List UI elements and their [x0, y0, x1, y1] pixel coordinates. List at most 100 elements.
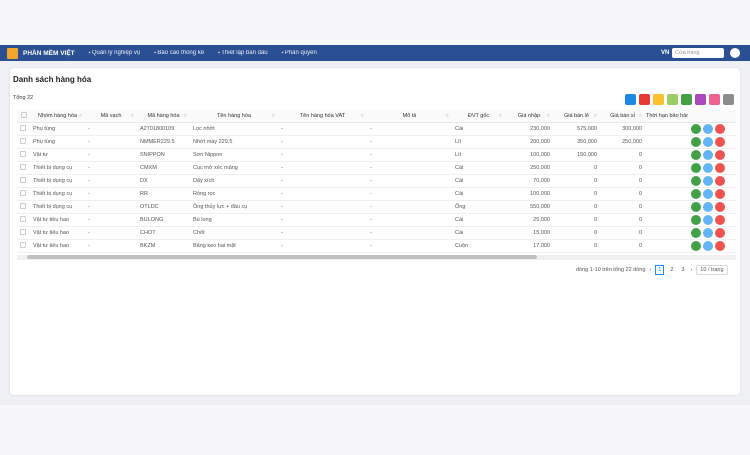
action-button[interactable] [691, 188, 701, 199]
tool-button[interactable] [639, 94, 650, 105]
cell: - [85, 187, 137, 201]
cell: Vật tư [30, 148, 85, 162]
next-page[interactable]: › [690, 267, 693, 273]
page-button[interactable]: 2 [670, 267, 674, 273]
checkbox[interactable] [20, 189, 26, 196]
menu-item[interactable]: Quản lý nghiệp vụ [89, 50, 140, 56]
action-button[interactable] [715, 240, 725, 251]
language[interactable]: VN [661, 50, 670, 56]
checkbox[interactable] [20, 111, 27, 118]
action-button[interactable] [691, 227, 701, 238]
action-button[interactable] [703, 162, 713, 173]
logo[interactable] [7, 47, 18, 59]
page-button[interactable]: 1 [655, 265, 665, 275]
checkbox[interactable] [20, 124, 26, 131]
tool-button[interactable] [723, 94, 734, 105]
checkbox[interactable] [20, 228, 26, 235]
checkbox[interactable] [20, 215, 26, 222]
header-cell: ĐVT gốc ⌕ [452, 110, 505, 123]
cell: BKZM [137, 239, 190, 253]
cell: - [367, 213, 452, 227]
cell: 0 [553, 161, 600, 175]
cell: 0 [600, 213, 645, 227]
action-button[interactable] [691, 175, 701, 186]
table-row: Vật tư - SNIPPON Sơn Nippon - - Lít 100,000 150,… [17, 148, 736, 162]
search-icon[interactable]: ⌕ [271, 112, 275, 119]
user-icon[interactable] [730, 48, 740, 58]
action-button[interactable] [703, 123, 713, 134]
search-icon[interactable]: ⌕ [498, 112, 502, 119]
search-icon[interactable]: ⌕ [445, 112, 449, 119]
action-button[interactable] [703, 136, 713, 147]
action-button[interactable] [691, 214, 701, 225]
action-button[interactable] [703, 227, 713, 238]
action-button[interactable] [715, 149, 725, 160]
cell [645, 135, 688, 149]
cell: - [278, 200, 367, 214]
action-button[interactable] [691, 240, 701, 251]
tool-button[interactable] [667, 94, 678, 105]
tool-button[interactable] [695, 94, 706, 105]
page-size[interactable]: 10 / trang [696, 265, 728, 275]
cell [17, 174, 30, 188]
menu-item[interactable]: Phân quyền [282, 50, 317, 56]
action-button[interactable] [703, 188, 713, 199]
cell [645, 213, 688, 227]
action-button[interactable] [691, 136, 701, 147]
action-button[interactable] [691, 123, 701, 134]
action-button[interactable] [715, 175, 725, 186]
cell: Vật tư tiêu hao [30, 213, 85, 227]
cell: - [367, 187, 452, 201]
checkbox[interactable] [20, 150, 26, 157]
prev-page[interactable]: ‹ [649, 267, 652, 273]
action-button[interactable] [715, 188, 725, 199]
search-icon[interactable]: ⌕ [360, 112, 364, 119]
store-input[interactable]: Cửa hàng [672, 48, 724, 58]
action-button[interactable] [691, 201, 701, 212]
cell: 25,000 [505, 213, 553, 227]
action-button[interactable] [715, 162, 725, 173]
scroll-thumb[interactable] [27, 255, 537, 259]
brand[interactable]: PHẦN MỀM VIỆT [23, 49, 75, 57]
cell: 575,000 [553, 122, 600, 136]
checkbox[interactable] [20, 137, 26, 144]
action-button[interactable] [715, 214, 725, 225]
search-icon[interactable]: ⌕ [78, 112, 82, 119]
checkbox[interactable] [20, 202, 26, 209]
tool-button[interactable] [653, 94, 664, 105]
action-button[interactable] [715, 136, 725, 147]
checkbox[interactable] [20, 176, 26, 183]
action-button[interactable] [703, 240, 713, 251]
scrollbar[interactable] [17, 255, 736, 260]
cell: 15,000 [505, 226, 553, 240]
search-icon[interactable]: ⌕ [183, 112, 187, 119]
checkbox[interactable] [20, 241, 26, 248]
menu-item[interactable]: Báo cáo thống kê [154, 50, 204, 56]
cell: Vật tư tiêu hao [30, 226, 85, 240]
tool-button[interactable] [709, 94, 720, 105]
cell: - [85, 174, 137, 188]
action-button[interactable] [703, 149, 713, 160]
search-icon[interactable]: ⌕ [593, 112, 597, 119]
action-button[interactable] [715, 201, 725, 212]
header-cell [688, 110, 736, 123]
cell: 0 [553, 213, 600, 227]
action-button[interactable] [715, 227, 725, 238]
checkbox[interactable] [20, 163, 26, 170]
cell: Ống [452, 200, 505, 214]
menu-item[interactable]: Thiết lập ban đầu [218, 50, 267, 56]
tool-button[interactable] [681, 94, 692, 105]
action-button[interactable] [703, 214, 713, 225]
action-button[interactable] [703, 201, 713, 212]
page-button[interactable]: 3 [681, 267, 685, 273]
search-icon[interactable]: ⌕ [638, 112, 642, 119]
tool-button[interactable] [625, 94, 636, 105]
cell: Cuộn [452, 239, 505, 253]
search-icon[interactable]: ⌕ [546, 112, 550, 119]
search-icon[interactable]: ⌕ [130, 112, 134, 119]
action-button[interactable] [703, 175, 713, 186]
action-button[interactable] [715, 123, 725, 134]
action-button[interactable] [691, 149, 701, 160]
action-button[interactable] [691, 162, 701, 173]
